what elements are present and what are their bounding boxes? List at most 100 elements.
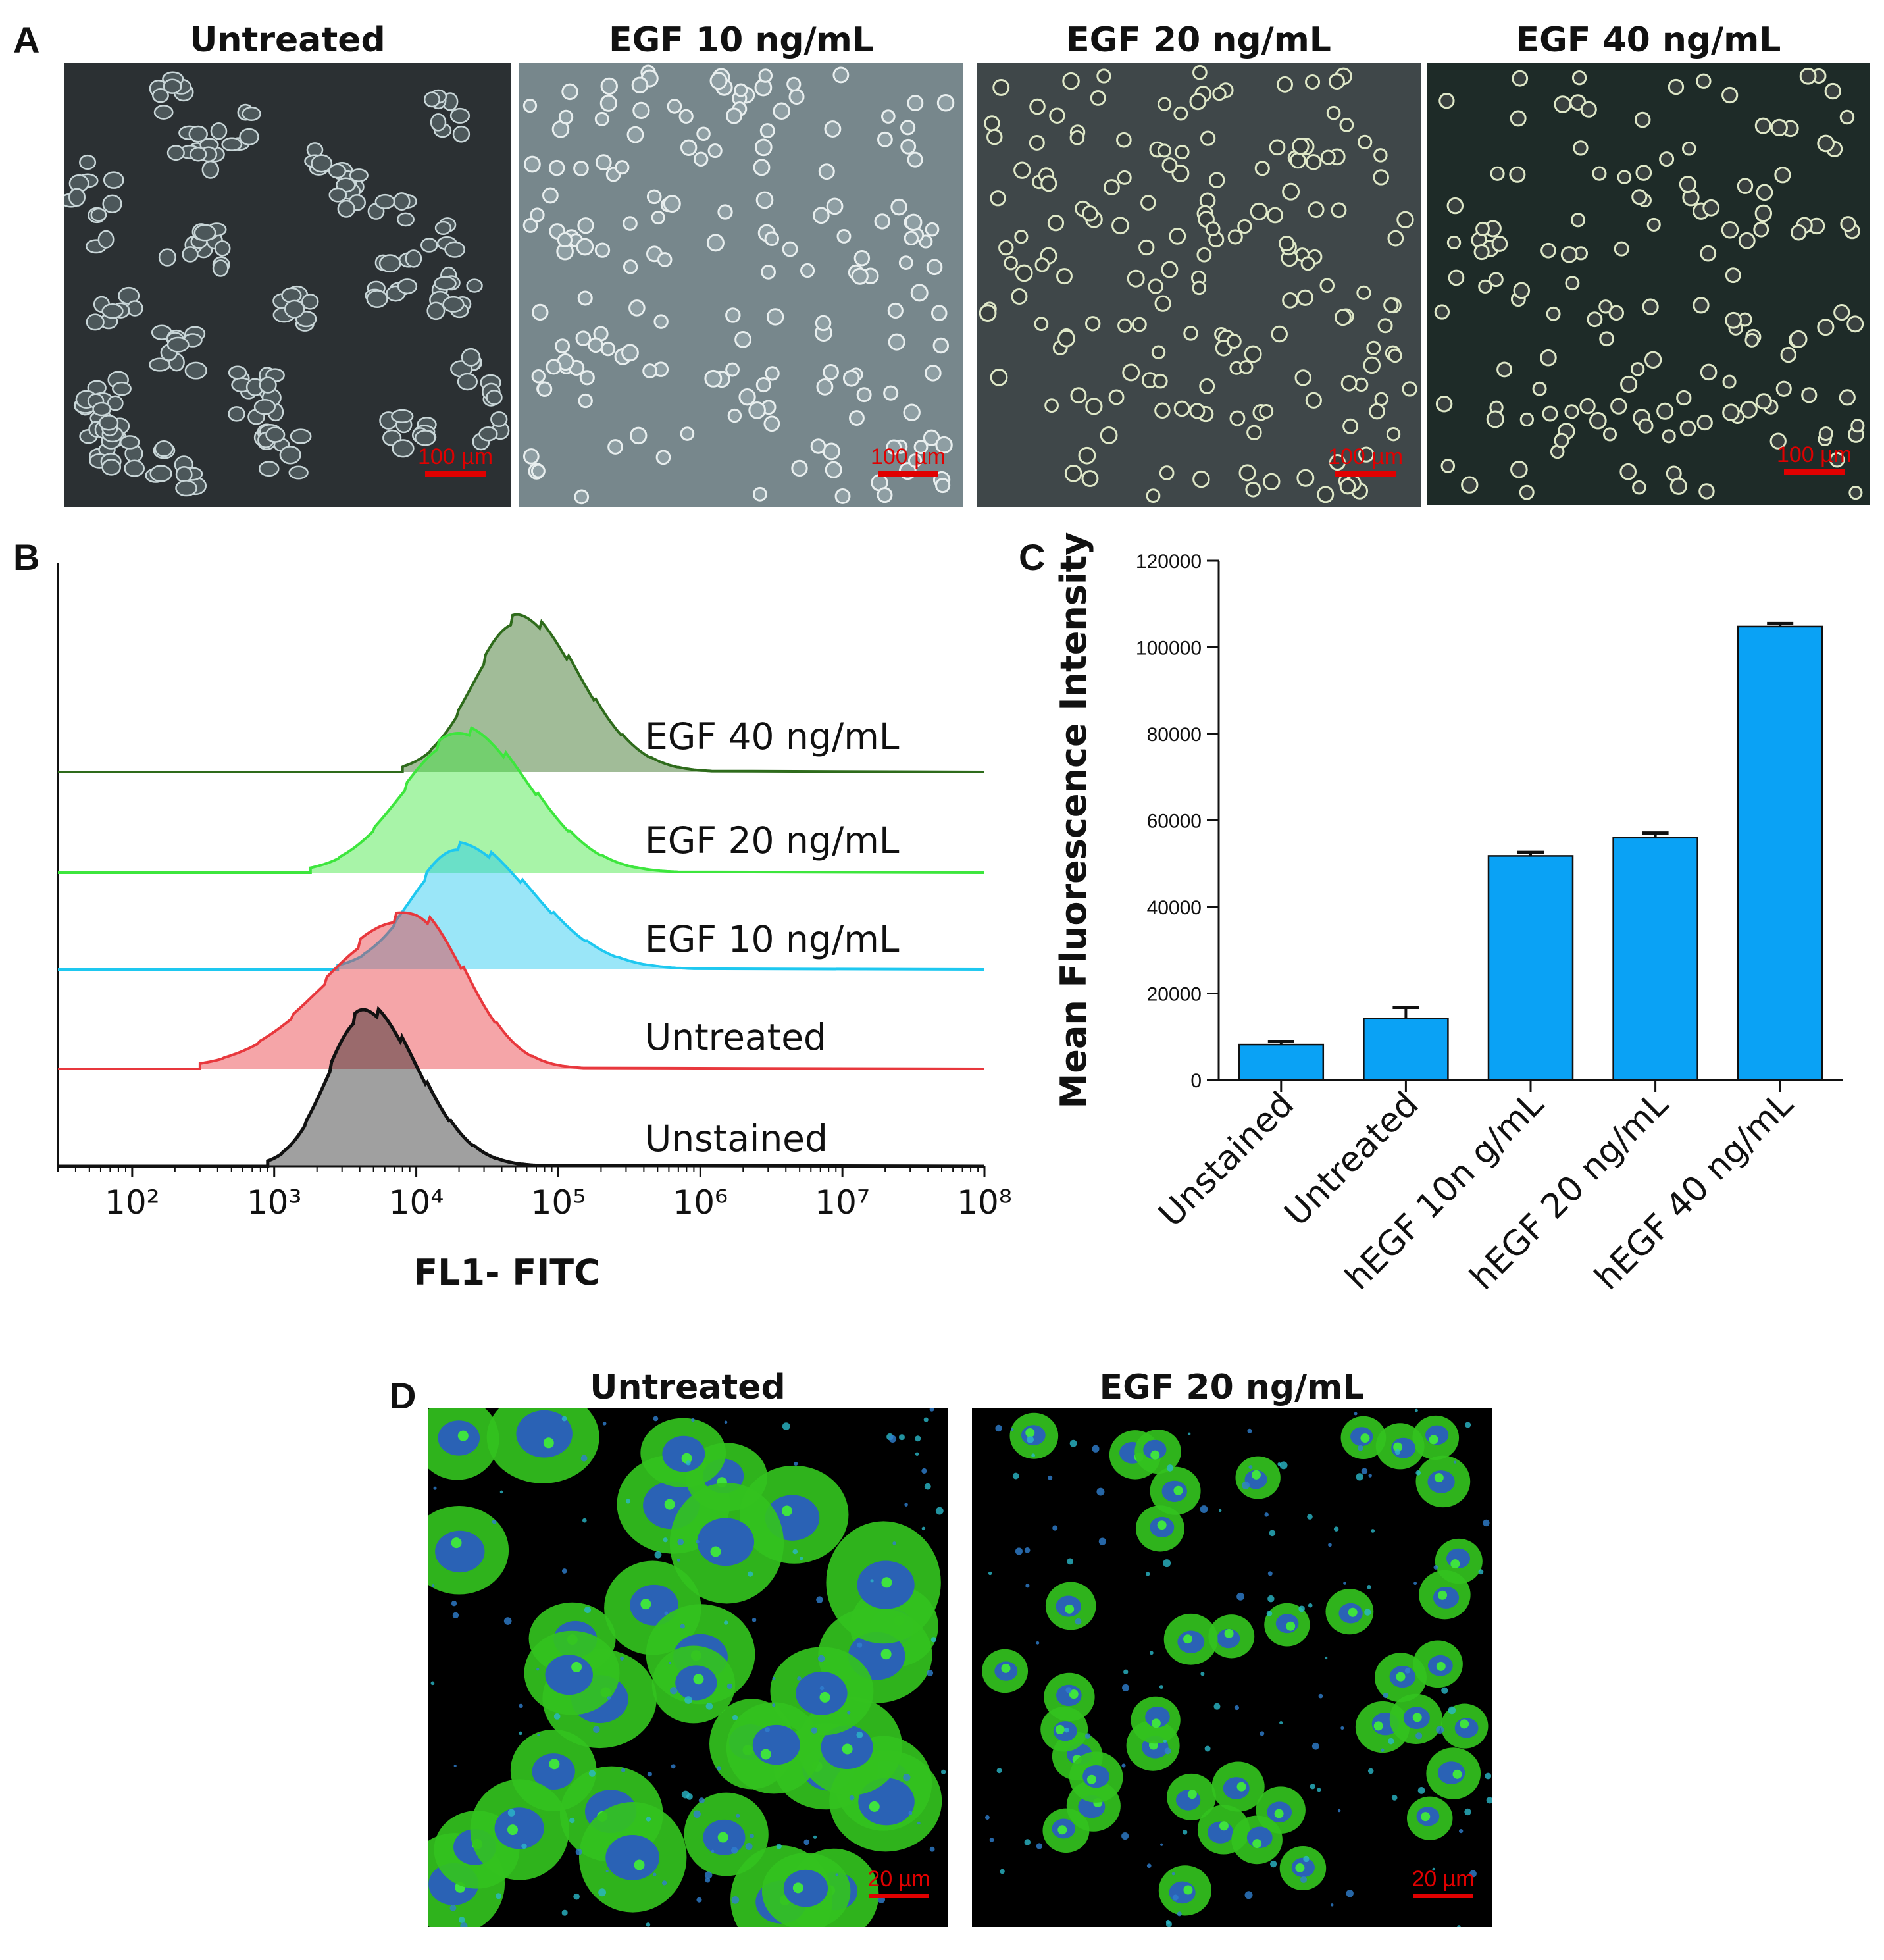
- cell-nucleus: [1145, 1706, 1170, 1728]
- cell-mark: [1085, 398, 1103, 415]
- nucleolus: [549, 1759, 560, 1770]
- cell-mark: [1737, 178, 1754, 194]
- debris-speck: [1036, 1843, 1042, 1849]
- nucleolus: [781, 1505, 792, 1516]
- debris-speck: [847, 1711, 851, 1715]
- cell-mark: [573, 161, 589, 176]
- cell-mark: [1839, 109, 1855, 125]
- cell-mark: [86, 313, 105, 331]
- cell-mark: [1339, 117, 1354, 132]
- scale-bar-label: 20 µm: [867, 1867, 930, 1892]
- cell-mark: [1490, 166, 1505, 181]
- nucleolus: [451, 1537, 462, 1549]
- debris-speck: [988, 1571, 992, 1576]
- debris-speck: [646, 1922, 651, 1927]
- cell-mark: [1056, 268, 1073, 285]
- cell-mark: [748, 401, 766, 419]
- nucleolus: [710, 1546, 721, 1557]
- cell-mark: [986, 128, 1003, 145]
- cell-mark: [434, 276, 457, 291]
- micrograph-image: [1427, 63, 1870, 505]
- cell-mark: [1259, 404, 1274, 419]
- cell-mark: [490, 411, 508, 428]
- cell-mark: [782, 241, 798, 257]
- debris-speck: [670, 1687, 678, 1695]
- cell-mark: [678, 109, 694, 124]
- debris-speck: [1025, 1584, 1030, 1588]
- cell-mark: [1446, 197, 1464, 215]
- cell-mark: [900, 120, 916, 136]
- cell-mark: [752, 486, 767, 502]
- cell-mark: [1339, 478, 1356, 495]
- cell-mark: [1245, 481, 1261, 498]
- cell-mark: [1153, 373, 1168, 389]
- cell-mark: [242, 106, 261, 121]
- bar: [1737, 625, 1823, 1081]
- cell-mark: [1082, 205, 1098, 222]
- y-tick-label: 120000: [1136, 551, 1202, 573]
- cell-mark: [1282, 292, 1298, 309]
- cell-mark: [1292, 137, 1310, 155]
- nucleolus: [1224, 1628, 1234, 1638]
- cell-mark: [1305, 154, 1322, 170]
- debris-speck: [537, 1734, 540, 1737]
- nucleolus: [1001, 1663, 1011, 1673]
- cell-mark: [888, 333, 905, 351]
- cell-mark: [1199, 192, 1216, 209]
- confocal-image: [972, 1408, 1492, 1927]
- scale-bar-label: 100 µm: [418, 444, 493, 469]
- debris-speck: [499, 1490, 503, 1494]
- cell-mark: [557, 232, 573, 248]
- cell-mark: [813, 207, 830, 224]
- cell-mark: [530, 463, 546, 478]
- cell-nucleus: [1143, 1439, 1167, 1460]
- cell-mark: [1374, 392, 1388, 406]
- debris-speck: [1333, 1526, 1339, 1532]
- debris-speck: [1122, 1684, 1130, 1691]
- cell-mark: [405, 249, 422, 268]
- debris-speck: [686, 1460, 691, 1466]
- nucleolus: [1252, 1470, 1261, 1480]
- debris-speck: [1436, 1726, 1444, 1734]
- debris-speck: [1260, 1731, 1265, 1736]
- cell-mark: [1373, 169, 1389, 186]
- cell-mark: [1279, 235, 1295, 252]
- debris-speck: [1441, 1687, 1448, 1694]
- debris-speck: [602, 1421, 607, 1426]
- debris-speck: [453, 1764, 457, 1768]
- cell-mark: [1078, 446, 1096, 465]
- cell-mark: [1122, 363, 1140, 382]
- debris-speck: [800, 1557, 803, 1560]
- debris-speck: [433, 1486, 437, 1490]
- nucleolus: [1173, 1485, 1183, 1495]
- cell-mark: [1740, 400, 1758, 419]
- cell-mark: [153, 105, 174, 120]
- y-tick-label: 80000: [1147, 724, 1202, 746]
- cell-mark: [1791, 224, 1807, 241]
- cell-mark: [832, 66, 850, 84]
- cell-mark: [1570, 213, 1586, 228]
- cell-mark: [663, 195, 681, 213]
- debris-speck: [1031, 1453, 1035, 1458]
- cell-mark: [1340, 374, 1358, 392]
- debris-speck: [1383, 1692, 1388, 1699]
- cell-mark: [1363, 356, 1381, 374]
- cell-mark: [1320, 149, 1336, 165]
- cell-mark: [764, 231, 779, 246]
- cell-mark: [816, 378, 834, 396]
- cell-mark: [1358, 134, 1373, 150]
- cell-mark: [119, 435, 140, 450]
- cell-mark: [1189, 93, 1207, 111]
- cell-mark: [1754, 204, 1773, 222]
- cell-mark: [392, 439, 415, 458]
- cell-mark: [1560, 246, 1578, 263]
- cell-mark: [1753, 221, 1769, 238]
- cell-nucleus: [435, 1530, 485, 1573]
- debris-speck: [1483, 1519, 1490, 1527]
- debris-speck: [593, 1726, 600, 1734]
- debris-speck: [653, 1416, 659, 1422]
- panel-c-letter: C: [1019, 536, 1045, 578]
- cell-mark: [1192, 280, 1207, 296]
- cell-mark: [461, 348, 481, 367]
- debris-speck: [553, 1713, 561, 1720]
